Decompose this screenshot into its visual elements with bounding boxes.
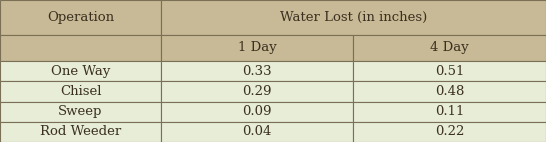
Text: Chisel: Chisel <box>60 85 102 98</box>
Text: 4 Day: 4 Day <box>430 41 469 54</box>
Text: Operation: Operation <box>47 11 114 24</box>
Bar <box>0 0 161 35</box>
Bar <box>161 61 353 81</box>
Bar <box>353 102 546 122</box>
Bar <box>353 122 546 142</box>
Bar <box>0 102 161 122</box>
Text: 0.33: 0.33 <box>242 65 272 78</box>
Text: 1 Day: 1 Day <box>238 41 276 54</box>
Text: 0.51: 0.51 <box>435 65 464 78</box>
Text: 0.09: 0.09 <box>242 105 272 118</box>
Bar <box>161 102 353 122</box>
Bar <box>353 35 546 61</box>
Text: 0.04: 0.04 <box>242 125 272 138</box>
Text: 0.11: 0.11 <box>435 105 464 118</box>
Bar <box>161 81 353 102</box>
Bar <box>0 122 161 142</box>
Text: 0.29: 0.29 <box>242 85 272 98</box>
Bar <box>0 81 161 102</box>
Text: Rod Weeder: Rod Weeder <box>40 125 121 138</box>
Text: 0.22: 0.22 <box>435 125 464 138</box>
Bar <box>161 122 353 142</box>
Text: Water Lost (in inches): Water Lost (in inches) <box>280 11 427 24</box>
Bar <box>0 35 161 61</box>
Bar <box>0 61 161 81</box>
Bar <box>161 35 353 61</box>
Bar <box>353 61 546 81</box>
Text: 0.48: 0.48 <box>435 85 464 98</box>
Text: One Way: One Way <box>51 65 110 78</box>
Bar <box>161 0 546 35</box>
Text: Sweep: Sweep <box>58 105 103 118</box>
Bar <box>353 81 546 102</box>
